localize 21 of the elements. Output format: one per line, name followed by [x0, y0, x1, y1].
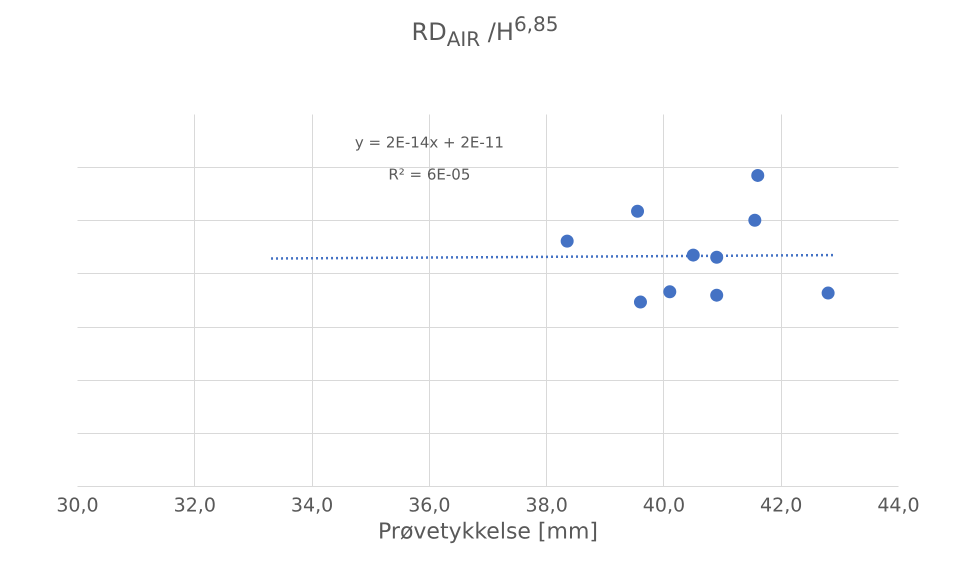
x-tick-label: 30,0 [56, 494, 99, 516]
point [710, 288, 724, 302]
x-tick-label: 34,0 [290, 494, 334, 516]
point [663, 285, 676, 298]
chart-title: RD$_{AIR}$ /H$^{6,85}$ [410, 11, 560, 53]
point [631, 204, 644, 218]
text: y = 2E-14x + 2E-11 [354, 134, 504, 152]
x-tick-label: 32,0 [174, 494, 216, 516]
point [822, 286, 835, 300]
x-tick-label: 38,0 [525, 494, 568, 516]
point [748, 214, 762, 227]
point [686, 248, 700, 262]
x-axis-title: Prøvetykkelse [mm] [378, 520, 598, 544]
x-tick-label: 44,0 [877, 494, 920, 516]
x-tick-label: 42,0 [760, 494, 802, 516]
x-tick-label: 36,0 [408, 494, 451, 516]
point [634, 296, 647, 309]
point [751, 168, 764, 182]
point [560, 234, 574, 248]
x-tick-label: 40,0 [642, 494, 686, 516]
annotation: R² = 6E-05 [388, 165, 470, 184]
